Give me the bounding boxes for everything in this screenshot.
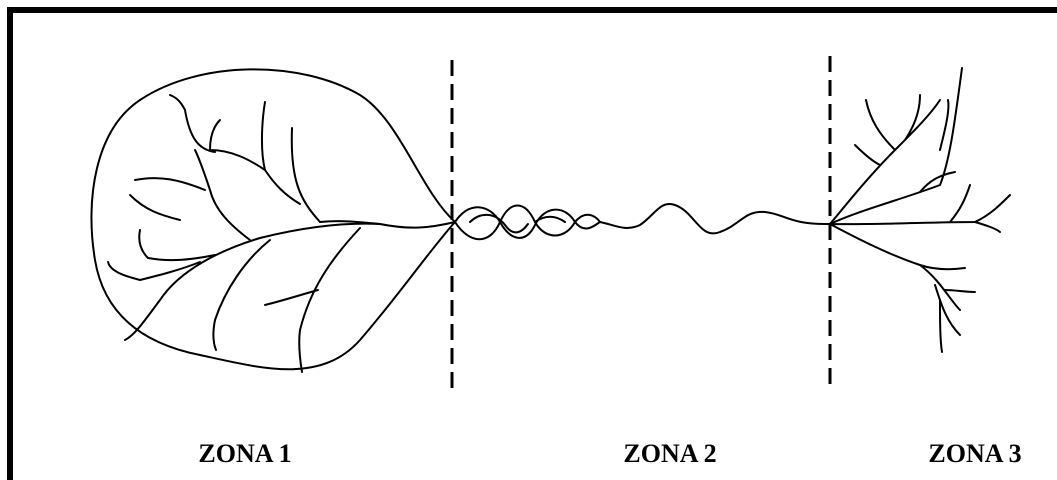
delta <box>829 67 1011 353</box>
transfer-channel <box>454 203 831 241</box>
drainage-basin <box>90 68 456 373</box>
zone-label: ZONA 1 <box>198 439 291 468</box>
frame <box>7 7 1057 480</box>
zone-label: ZONA 2 <box>623 439 716 468</box>
zone-label: ZONA 3 <box>928 439 1021 468</box>
